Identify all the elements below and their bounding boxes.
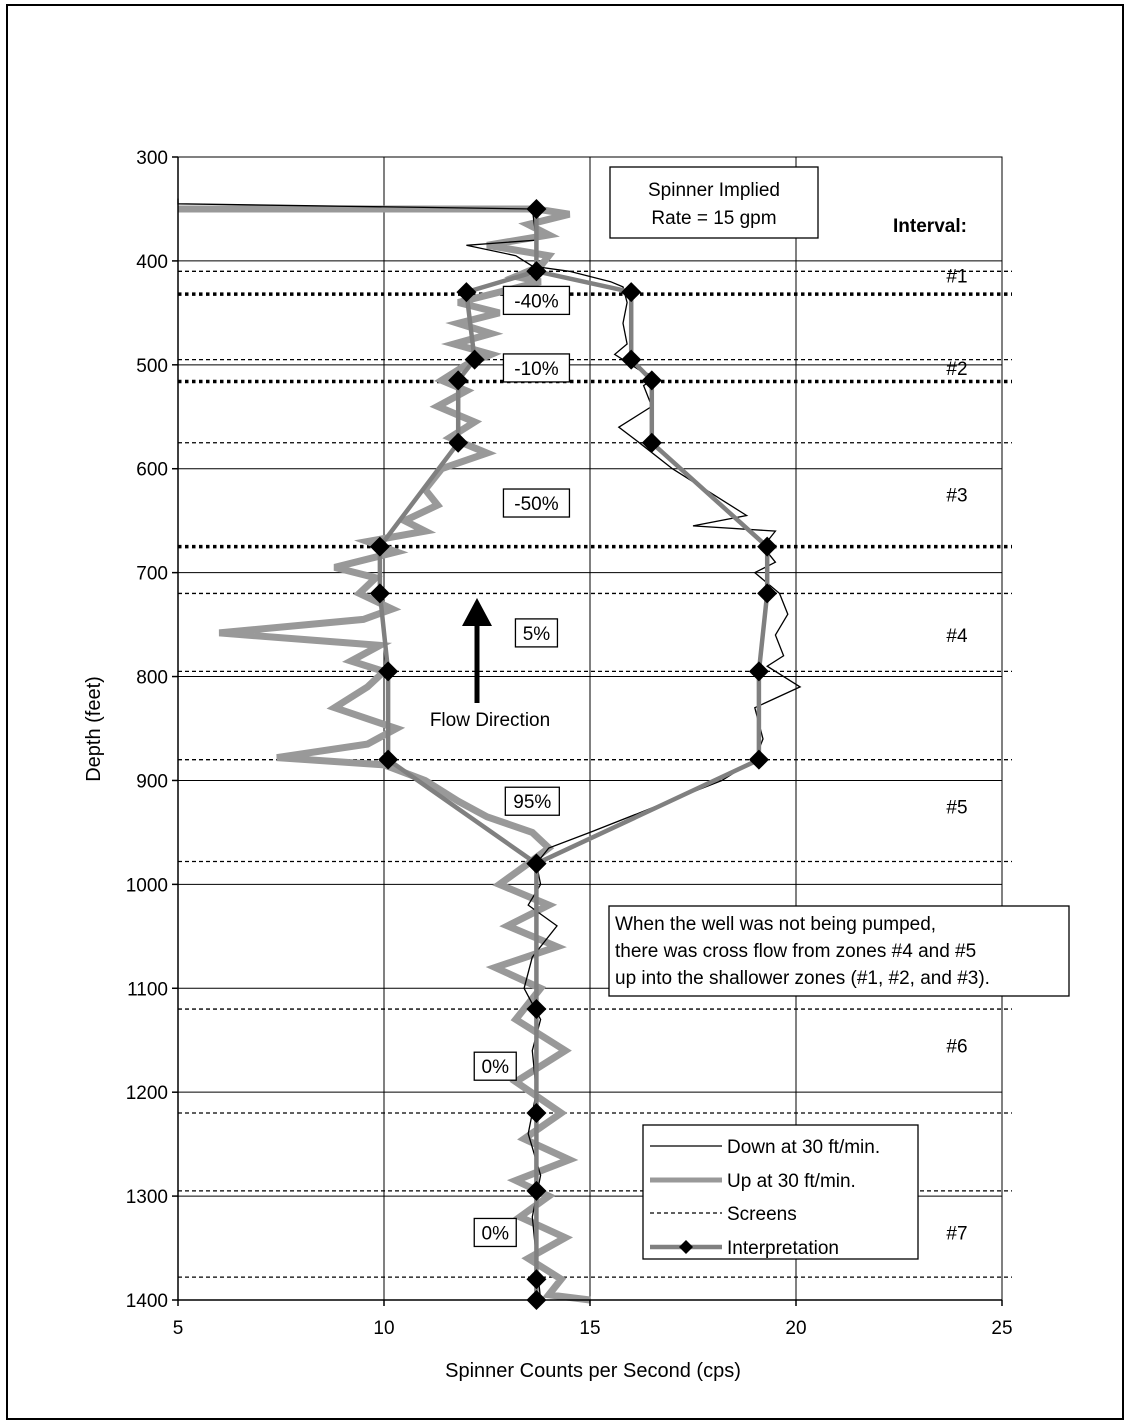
percent-label-box — [504, 786, 560, 816]
interpretation-point — [526, 999, 547, 1020]
interpretation-down-point — [621, 282, 642, 303]
x-axis-title: Spinner Counts per Second (cps) — [445, 1360, 741, 1382]
interpretation-point — [378, 661, 399, 682]
interpretation-down-point — [757, 536, 778, 557]
flow-arrow-head — [462, 598, 492, 626]
interpretation-point — [448, 432, 469, 453]
y-tick-label: 700 — [136, 564, 168, 585]
x-tick-label: 15 — [579, 1318, 600, 1339]
legend-box — [642, 1124, 919, 1260]
y-tick-label: 1300 — [126, 1187, 168, 1208]
interpretation-down-point — [641, 432, 662, 453]
interpretation-up-line — [377, 209, 539, 1300]
interval-label-6: #6 — [946, 1036, 967, 1057]
y-tick-label: 1400 — [126, 1291, 168, 1312]
annotation-layer: Interval: #1 #2 #3 #4 #5 #6 #7 -40% -10% -50% 5% 95%… — [430, 166, 1070, 1248]
percent-label-box — [514, 618, 559, 648]
legend: Down at 30 ft/min. Up at 30 ft/min. Screen… — [642, 1124, 919, 1260]
legend-swatch-diamond — [679, 1240, 693, 1254]
y-tick-label: 1100 — [127, 979, 168, 1000]
percent-label: -40% — [514, 291, 558, 312]
grid-lines — [177, 156, 1003, 1301]
y-tick-label: 500 — [136, 356, 168, 377]
spinner-rate-box — [609, 166, 819, 239]
interpretation-point — [456, 282, 477, 303]
percent-label: 95% — [513, 792, 551, 813]
interval-label-7: #7 — [946, 1223, 967, 1244]
x-tick-label: 5 — [173, 1318, 184, 1339]
interpretation-point — [378, 749, 399, 770]
y-tick-label: 1000 — [126, 875, 168, 896]
percent-label-box — [502, 285, 571, 316]
screen-lines — [178, 270, 1012, 1278]
y-tick-label: 900 — [136, 771, 168, 792]
percent-label-box — [473, 1217, 517, 1248]
interval-header: Interval: — [893, 216, 967, 237]
y-tick-label: 300 — [136, 148, 168, 169]
percent-label: -50% — [514, 494, 558, 515]
interpretation-point — [448, 370, 469, 391]
note-line-1: When the well was not being pumped, — [615, 914, 936, 935]
interpretation-point — [526, 198, 547, 219]
y-tick-label: 800 — [136, 668, 168, 689]
legend-label-up: Up at 30 ft/min. — [727, 1171, 856, 1192]
interpretation-point — [369, 536, 390, 557]
y-tick-label: 400 — [136, 252, 168, 273]
x-tick-label: 20 — [785, 1318, 806, 1339]
legend-label-interp: Interpretation — [727, 1238, 839, 1259]
percent-label-box — [473, 1051, 517, 1081]
x-tick-label: 25 — [991, 1318, 1012, 1339]
series-down-line — [177, 198, 802, 1301]
axes: 5 10 15 20 25 300 400 500 600 700 800 900 1000 1100 12… — [126, 148, 1013, 1339]
interpretation-point — [369, 583, 390, 604]
interpretation-point — [526, 1269, 547, 1290]
series-layer — [177, 198, 802, 1310]
series-up-line — [178, 205, 591, 1304]
interpretation-point — [526, 1102, 547, 1123]
note-line-3: up into the shallower zones (#1, #2, and… — [615, 968, 990, 989]
spinner-rate-line-2: Rate = 15 gpm — [651, 208, 776, 229]
y-tick-label: 1200 — [126, 1083, 168, 1104]
interval-label-3: #3 — [946, 486, 967, 507]
interpretation-down-point — [526, 261, 547, 282]
interval-label-2: #2 — [946, 359, 967, 380]
interpretation-down-line — [535, 269, 770, 866]
interpretation-down-point — [748, 661, 769, 682]
interval-label-1: #1 — [946, 266, 967, 287]
percent-label: 5% — [523, 624, 551, 645]
note-box — [608, 905, 1070, 997]
x-tick-label: 10 — [373, 1318, 394, 1339]
percent-label-box — [502, 353, 571, 383]
percent-label: 0% — [482, 1223, 510, 1244]
y-tick-label: 600 — [136, 460, 168, 481]
interpretation-point — [526, 1180, 547, 1201]
spinner-rate-line-1: Spinner Implied — [648, 180, 780, 201]
interpretation-down-point — [526, 853, 547, 874]
interpretation-down-point — [748, 749, 769, 770]
legend-label-screens: Screens — [727, 1204, 797, 1225]
note-line-2: there was cross flow from zones #4 and #… — [615, 941, 976, 962]
flow-direction-label: Flow Direction — [430, 710, 550, 731]
y-axis-title: Depth (feet) — [83, 676, 105, 782]
legend-label-down: Down at 30 ft/min. — [727, 1137, 880, 1158]
percent-label: 0% — [482, 1057, 510, 1078]
interpretation-down-point — [621, 349, 642, 370]
interpretation-down-point — [757, 583, 778, 604]
interpretation-down-point — [641, 370, 662, 391]
percent-label-box — [502, 488, 571, 518]
interval-label-4: #4 — [946, 626, 968, 647]
interpretation-point — [464, 349, 485, 370]
interval-label-5: #5 — [946, 797, 967, 818]
percent-label: -10% — [514, 359, 558, 380]
